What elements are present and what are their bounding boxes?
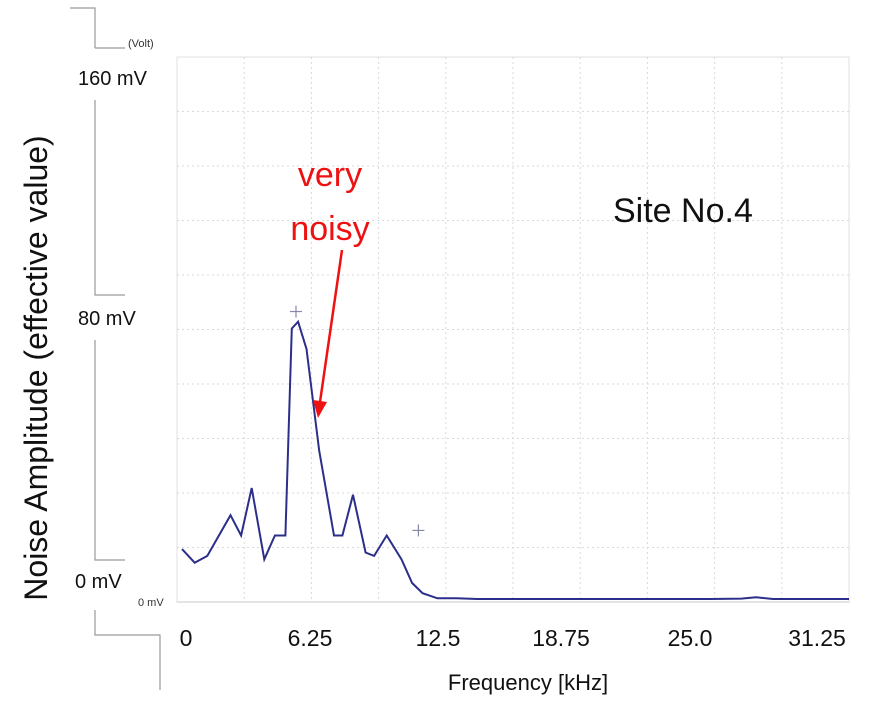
annotation-very: very [298,156,362,194]
y-axis-title: Noise Amplitude (effective value) [18,135,54,600]
x-tick-label: 6.25 [288,625,333,651]
peak-marker [289,305,302,318]
peak-markers [289,305,425,537]
x-tick-label: 18.75 [532,625,590,651]
inner-zero-label: 0 mV [138,597,164,609]
x-tick-label: 12.5 [416,625,461,651]
x-tick-label: 0 [180,625,193,651]
x-axis-title: Frequency [kHz] [448,670,608,695]
annotation-noisy: noisy [290,210,369,248]
bracket-decoration [70,7,161,690]
x-tick-label: 25.0 [668,625,713,651]
grid [177,57,849,602]
annotation-site: Site No.4 [613,192,753,230]
annotation-arrow [313,249,344,418]
unit-label: (Volt) [128,38,154,50]
y-tick-label: 160 mV [78,68,148,90]
x-tick-label: 31.25 [788,625,846,651]
peak-marker [412,524,425,537]
series-line [181,319,849,600]
y-tick-label: 80 mV [78,308,136,330]
y-tick-label: 0 mV [75,571,122,593]
